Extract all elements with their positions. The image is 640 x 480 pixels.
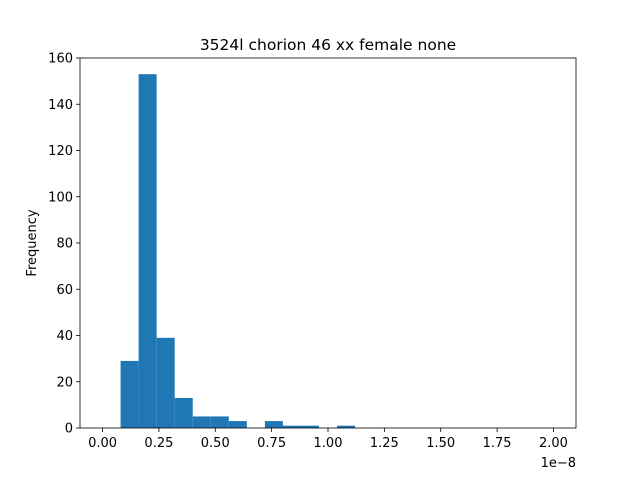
- bars-group: [120, 74, 356, 428]
- x-tick-label: 1.50: [426, 436, 455, 451]
- x-tick-label: 0.50: [201, 436, 230, 451]
- histogram-bar: [264, 421, 283, 428]
- y-tick-label: 20: [56, 375, 73, 390]
- x-tick-label: 2.00: [539, 436, 568, 451]
- y-tick-label: 100: [48, 190, 73, 205]
- y-tick-label: 60: [56, 283, 73, 298]
- y-tick-label: 0: [65, 422, 73, 437]
- y-tick-label: 40: [56, 329, 73, 344]
- x-tick-label: 0.75: [257, 436, 286, 451]
- x-tick-label: 1.25: [370, 436, 399, 451]
- plot-frame: [79, 57, 577, 429]
- y-tick-label: 140: [48, 98, 73, 113]
- histogram-bar: [156, 337, 175, 428]
- y-tick-label: 120: [48, 144, 73, 159]
- histogram-bar: [228, 421, 247, 428]
- y-tick-label: 160: [48, 52, 73, 67]
- histogram-bar: [192, 416, 211, 428]
- histogram-bar: [337, 425, 356, 428]
- histogram-bar: [210, 416, 229, 428]
- y-tick-label: 80: [56, 237, 73, 252]
- x-axis-ticks: 0.00 0.25 0.50 0.75 1.00 1.25 1.50 1.75 2.00: [88, 428, 568, 451]
- x-tick-label: 1.00: [314, 436, 343, 451]
- histogram-bar: [138, 74, 157, 428]
- x-tick-label: 0.25: [144, 436, 173, 451]
- histogram-bar: [174, 397, 193, 428]
- chart-title: 3524l chorion 46 xx female none: [200, 36, 456, 54]
- y-axis-label: Frequency: [25, 209, 40, 276]
- histogram-bar: [300, 425, 319, 428]
- histogram-bar: [282, 425, 301, 428]
- x-tick-label: 1.75: [483, 436, 512, 451]
- x-tick-label: 0.00: [88, 436, 117, 451]
- y-axis-ticks: 0 20 40 60 80 100 120 140 160: [48, 52, 80, 437]
- x-axis-offset-label: 1e−8: [541, 456, 576, 471]
- histogram-bar: [120, 360, 139, 428]
